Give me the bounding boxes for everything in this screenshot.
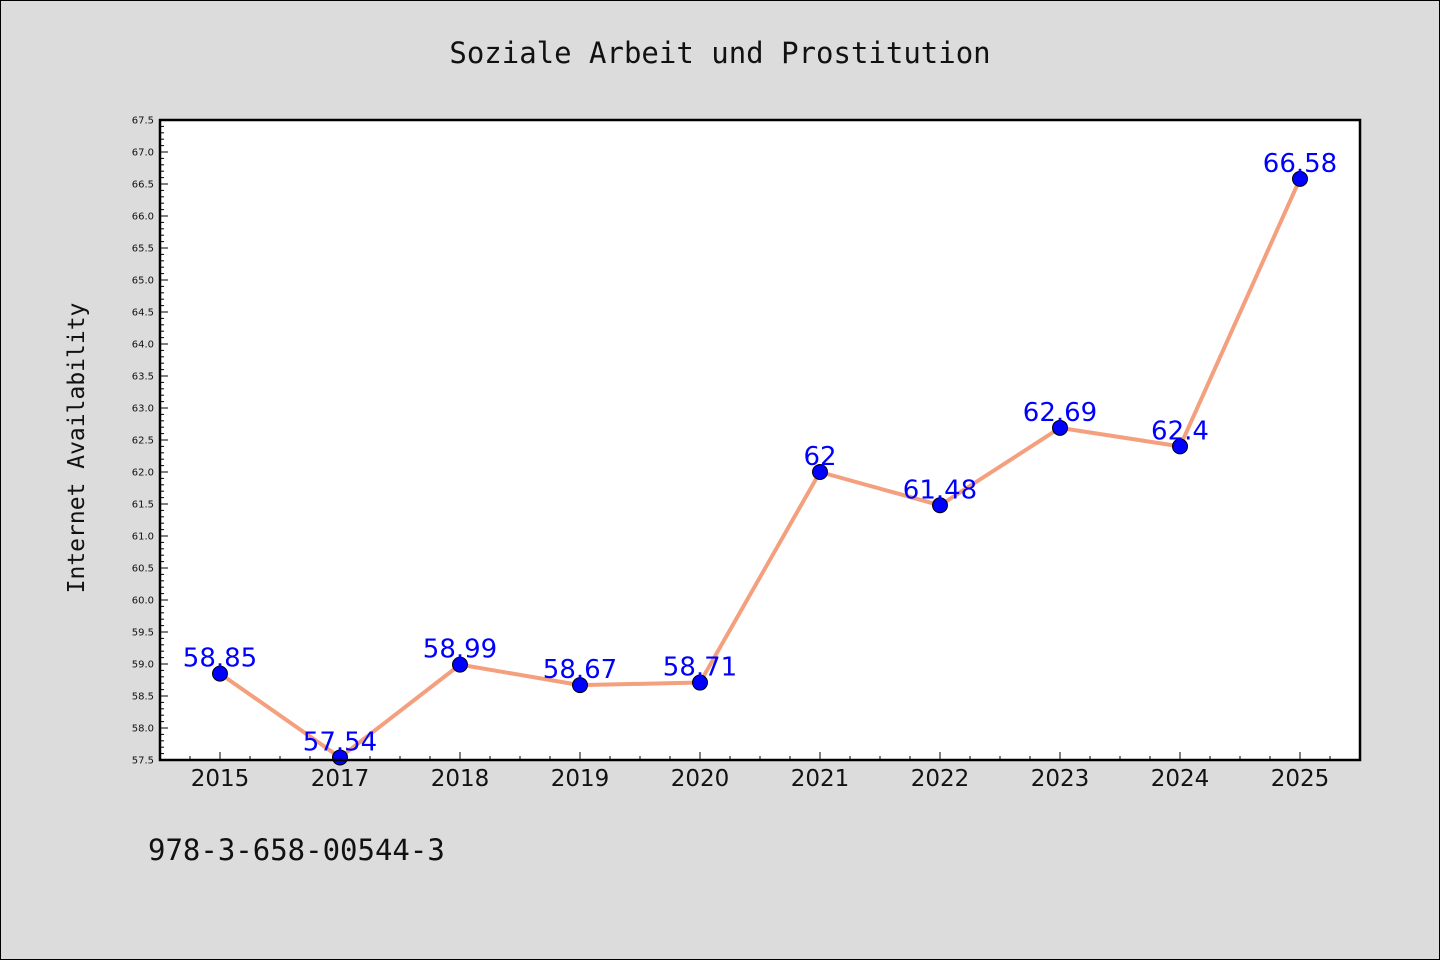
data-label: 62.4 [1151, 416, 1209, 446]
x-tick-label: 2021 [791, 766, 850, 792]
x-tick-label: 2020 [671, 766, 730, 792]
y-tick-label: 65.0 [132, 276, 154, 287]
data-point [812, 464, 828, 480]
isbn-text: 978-3-658-00544-3 [148, 833, 445, 867]
y-tick-label: 61.5 [132, 500, 154, 511]
y-tick-label: 64.0 [132, 340, 154, 351]
y-axis-label: Internet Availability [64, 303, 90, 594]
y-tick-label: 60.0 [132, 596, 154, 607]
y-tick-label: 57.5 [132, 756, 154, 767]
data-point [572, 677, 588, 694]
data-labels: 58.85 57.54 58.99 58.67 58.71 62 61.48 62.69 62.… [183, 149, 1337, 758]
y-tick-label: 59.0 [132, 660, 154, 671]
plot-area [160, 120, 1360, 760]
data-label: 58.71 [663, 653, 737, 683]
data-point [932, 497, 948, 514]
series-line [218, 176, 1302, 760]
data-label: 57.54 [303, 727, 377, 757]
y-tick-label: 61.0 [132, 532, 154, 543]
data-label: 61.48 [903, 475, 977, 505]
y-tick-label: 66.5 [132, 180, 154, 191]
x-tick-label: 2023 [1031, 766, 1090, 792]
data-point [1172, 438, 1188, 455]
y-tick-label: 59.5 [132, 628, 154, 639]
data-point [1052, 419, 1068, 436]
y-tick-label: 67.5 [132, 116, 154, 127]
x-tick-label: 2025 [1271, 766, 1330, 792]
y-tick-label: 62.5 [132, 436, 154, 447]
y-tick-label: 60.5 [132, 564, 154, 575]
x-tick-label: 2018 [431, 766, 490, 792]
y-tick-label: 64.5 [132, 308, 154, 319]
data-label: 58.99 [423, 635, 497, 665]
x-tick-label: 2024 [1151, 766, 1210, 792]
data-label: 62 [803, 442, 836, 472]
plot-border [158, 118, 1362, 762]
data-point [452, 656, 468, 673]
y-tick-label: 65.5 [132, 244, 154, 255]
data-point [212, 665, 228, 682]
y-tick-label: 62.0 [132, 468, 154, 479]
data-label: 58.67 [543, 655, 617, 685]
data-point [692, 674, 708, 691]
data-label: 58.85 [183, 644, 257, 674]
data-label: 66.58 [1263, 149, 1337, 179]
y-tick-label: 58.5 [132, 692, 154, 703]
y-tick-label: 63.5 [132, 372, 154, 383]
x-tick-label: 2019 [551, 766, 610, 792]
x-tick-label: 2017 [311, 766, 370, 792]
data-label: 62.69 [1023, 398, 1097, 428]
x-tick-label: 2022 [911, 766, 970, 792]
chart-title: Soziale Arbeit und Prostitution [449, 36, 990, 70]
data-point [1292, 170, 1308, 187]
series-line-group [218, 176, 1302, 760]
y-tick-label: 58.0 [132, 724, 154, 735]
y-tick-label: 67.0 [132, 148, 154, 159]
x-axis-ticks: 2015 2017 2018 2019 2020 2021 2022 2023 2024 2025 [189, 752, 1331, 792]
y-tick-label: 63.0 [132, 404, 154, 415]
y-tick-label: 66.0 [132, 212, 154, 223]
x-tick-label: 2015 [191, 766, 250, 792]
